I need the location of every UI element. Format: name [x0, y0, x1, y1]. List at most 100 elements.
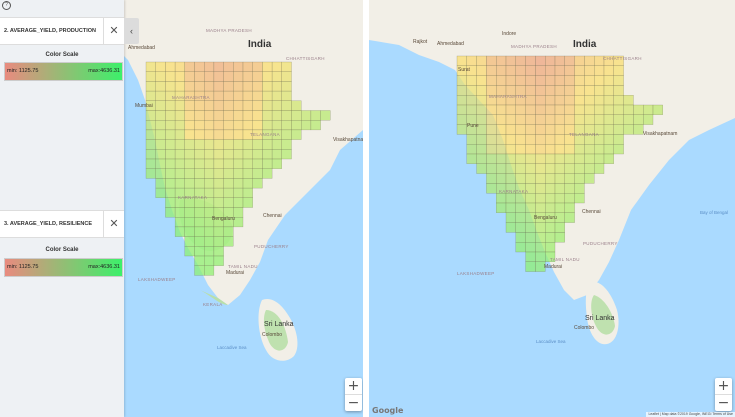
label-bay-of-bengal: Bay of Bengal: [700, 210, 729, 215]
zoom-in-button[interactable]: +: [717, 378, 730, 394]
grid-cell: [165, 158, 176, 169]
grid-cell: [174, 226, 185, 237]
grid-cell: [554, 193, 565, 204]
grid-cell: [486, 134, 497, 145]
grid-cell: [525, 65, 536, 76]
grid-cell: [456, 104, 467, 115]
grid-cell: [525, 114, 536, 125]
layer-title: 2. AVERAGE_YIELD, PRODUCTION: [4, 28, 96, 34]
grid-cell: [242, 187, 253, 198]
grid-cell: [466, 144, 477, 155]
close-icon[interactable]: ✕: [103, 18, 124, 44]
grid-cell: [165, 71, 176, 82]
grid-cell: [204, 246, 215, 257]
grid-cell: [496, 202, 507, 213]
label-maharashtra: MAHARASHTRA: [489, 94, 527, 99]
grid-cell: [204, 226, 215, 237]
grid-cell: [545, 75, 556, 86]
grid-cell: [184, 61, 195, 72]
label-puducherry: PUDUCHERRY: [254, 244, 289, 249]
grid-cell: [525, 232, 536, 243]
label-chennai: Chennai: [582, 209, 601, 215]
grid-cell: [252, 100, 263, 111]
zoom-in-button[interactable]: +: [347, 378, 360, 394]
grid-cell: [554, 95, 565, 106]
grid-cell: [525, 173, 536, 184]
grid-cell: [155, 61, 166, 72]
collapse-panel-button[interactable]: ‹: [124, 18, 139, 44]
grid-cell: [223, 71, 234, 82]
grid-cell: [233, 129, 244, 140]
label-kerala: KERALA: [203, 302, 223, 307]
grid-cell: [165, 168, 176, 179]
grid-cell: [155, 81, 166, 92]
grid-cell: [535, 232, 546, 243]
grid-cell: [574, 193, 585, 204]
layer-header-production[interactable]: 2. AVERAGE_YIELD, PRODUCTION ✕: [0, 17, 124, 45]
grid-cell: [564, 114, 575, 125]
label-madurai: Madurai: [544, 264, 563, 270]
grid-cell: [496, 193, 507, 204]
grid-cell: [633, 104, 644, 115]
grid-cell: [535, 124, 546, 135]
grid-cell: [184, 71, 195, 82]
grid-cell: [535, 144, 546, 155]
label-pune: Pune: [467, 123, 479, 129]
grid-cell: [466, 85, 477, 96]
grid-cell: [496, 114, 507, 125]
grid-cell: [271, 61, 282, 72]
grid-cell: [535, 163, 546, 174]
grid-cell: [271, 120, 282, 131]
grid-cell: [554, 124, 565, 135]
grid-cell: [174, 207, 185, 218]
grid-cell: [525, 124, 536, 135]
color-scale-bar: min: 1125.75 max:4636.31: [4, 258, 123, 277]
grid-cell: [213, 168, 224, 179]
grid-cell: [194, 120, 205, 131]
grid-cell: [301, 120, 312, 131]
grid-cell: [535, 95, 546, 106]
grid-cell: [476, 134, 487, 145]
grid-cell: [194, 81, 205, 92]
grid-cell: [213, 81, 224, 92]
grid-cell: [545, 104, 556, 115]
grid-cell: [174, 217, 185, 228]
close-icon[interactable]: ✕: [103, 211, 124, 237]
google-logo: Google: [372, 406, 404, 415]
grid-cell: [165, 197, 176, 208]
label-colombo: Colombo: [262, 332, 283, 338]
grid-cell: [233, 149, 244, 160]
grid-cell: [476, 163, 487, 174]
scale-min-label: min: 1125.75: [7, 264, 39, 270]
grid-cell: [515, 173, 526, 184]
grid-cell: [496, 104, 507, 115]
grid-cell: [613, 104, 624, 115]
grid-cell: [545, 222, 556, 233]
grid-cell: [496, 153, 507, 164]
grid-cell: [525, 75, 536, 86]
grid-cell: [223, 236, 234, 247]
map-attribution[interactable]: Leaflet | Map data ©2019 Google, INEGI T…: [646, 412, 735, 417]
grid-cell: [535, 251, 546, 262]
zoom-out-button[interactable]: −: [347, 395, 360, 411]
zoom-out-button[interactable]: −: [717, 395, 730, 411]
grid-cell: [291, 120, 302, 131]
grid-cell: [174, 61, 185, 72]
layer-header-resilience[interactable]: 3. AVERAGE_YIELD, RESILIENCE ✕: [0, 210, 124, 238]
grid-cell: [174, 149, 185, 160]
scale-max-label: max:4636.31: [88, 68, 120, 74]
grid-cell: [603, 65, 614, 76]
label-colombo: Colombo: [574, 325, 595, 331]
map-resilience[interactable]: India Surat Rajkot Ahmedabad Indore MADH…: [369, 0, 735, 417]
map-production[interactable]: India MADHYA PRADESH Ahmedabad CHHATTISG…: [0, 0, 363, 417]
grid-cell: [320, 110, 331, 121]
grid-cell: [155, 158, 166, 169]
grid-cell: [643, 114, 654, 125]
grid-cell: [476, 95, 487, 106]
grid-cell: [545, 124, 556, 135]
grid-cell: [456, 124, 467, 135]
grid-cell: [223, 129, 234, 140]
grid-cell: [545, 193, 556, 204]
help-icon[interactable]: ?: [2, 1, 11, 10]
grid-cell: [233, 187, 244, 198]
